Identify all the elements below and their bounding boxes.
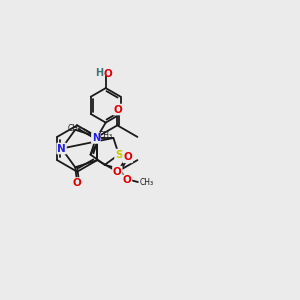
Text: CH₃: CH₃ xyxy=(99,131,113,140)
Text: O: O xyxy=(73,178,82,188)
Text: CH₃: CH₃ xyxy=(140,178,154,187)
Text: O: O xyxy=(113,167,122,177)
Text: N: N xyxy=(57,143,66,154)
Text: O: O xyxy=(123,152,132,162)
Text: O: O xyxy=(123,176,131,185)
Text: O: O xyxy=(104,69,112,79)
Text: O: O xyxy=(114,105,122,115)
Text: S: S xyxy=(115,150,123,160)
Text: H: H xyxy=(95,68,103,78)
Text: N: N xyxy=(92,133,100,143)
Text: CH₃: CH₃ xyxy=(68,124,82,134)
